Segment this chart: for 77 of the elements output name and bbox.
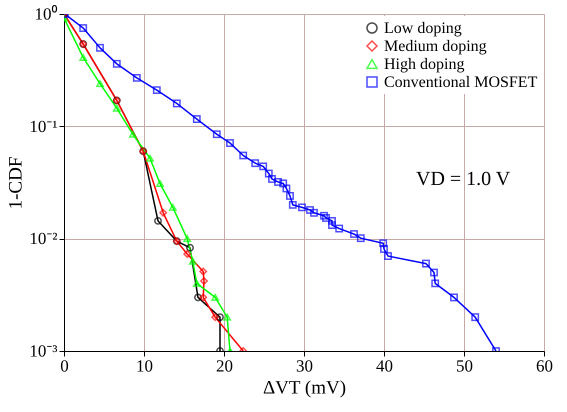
point <box>168 204 177 211</box>
legend-label: High doping <box>384 56 464 73</box>
y-tick-label: 10⁻³ <box>29 342 58 360</box>
point <box>154 216 162 225</box>
point <box>79 54 88 61</box>
y-tick-label: 10⁻¹ <box>29 116 58 136</box>
x-tick-label: 60 <box>536 356 553 376</box>
x-axis-title: ΔVT (mV) <box>262 378 346 398</box>
point <box>356 234 365 242</box>
legend-label: Low doping <box>384 20 462 37</box>
point <box>186 244 194 252</box>
y-tick-label: 10⁻² <box>29 229 58 248</box>
point <box>226 139 234 147</box>
point <box>183 235 192 242</box>
point <box>152 86 161 94</box>
point <box>264 170 273 178</box>
point <box>200 277 208 285</box>
point <box>159 208 168 217</box>
point <box>430 268 438 276</box>
point <box>192 280 201 287</box>
point <box>156 180 164 187</box>
point <box>223 314 232 321</box>
x-tick-label: 50 <box>456 356 473 376</box>
point <box>112 60 121 68</box>
point <box>310 208 318 217</box>
y-tick-label: 10⁰ <box>34 4 58 24</box>
x-tick-label: 10 <box>136 356 153 376</box>
point <box>112 104 121 112</box>
x-tick-label: 0 <box>60 356 69 376</box>
point <box>199 268 208 276</box>
point <box>96 44 104 52</box>
point <box>132 74 141 82</box>
point <box>471 313 480 322</box>
point <box>211 294 220 301</box>
x-tick-label: 40 <box>376 356 393 376</box>
legend-label: Conventional MOSFET <box>384 74 538 91</box>
point <box>268 175 276 183</box>
point <box>128 130 137 138</box>
point <box>384 252 392 260</box>
point <box>306 206 314 214</box>
point <box>335 224 344 232</box>
annotation: VD = 1.0 V <box>416 168 511 190</box>
point <box>422 260 430 268</box>
point <box>172 99 181 108</box>
point <box>239 152 248 160</box>
point <box>350 230 358 238</box>
point <box>216 313 224 322</box>
point <box>183 250 192 258</box>
point <box>188 258 197 265</box>
point <box>288 200 297 209</box>
point <box>274 178 282 186</box>
point <box>146 154 154 162</box>
point <box>431 279 440 288</box>
point <box>211 313 220 322</box>
point <box>286 192 294 200</box>
x-tick-label: 30 <box>296 356 313 376</box>
point <box>79 24 88 32</box>
point <box>380 245 388 253</box>
point <box>379 239 388 248</box>
point <box>279 180 288 188</box>
point <box>450 293 458 302</box>
legend-label: Medium doping <box>384 38 487 55</box>
point <box>194 294 202 302</box>
point <box>298 203 306 212</box>
point <box>199 293 208 302</box>
point <box>259 162 268 170</box>
point <box>251 159 260 168</box>
point <box>96 80 104 88</box>
y-axis-title: 1-CDF <box>5 156 26 210</box>
point <box>328 216 336 225</box>
point <box>192 115 201 124</box>
x-tick-label: 20 <box>216 356 233 376</box>
point <box>282 184 290 192</box>
point <box>320 212 328 220</box>
point <box>328 221 336 230</box>
point <box>212 130 221 138</box>
point <box>322 214 330 222</box>
